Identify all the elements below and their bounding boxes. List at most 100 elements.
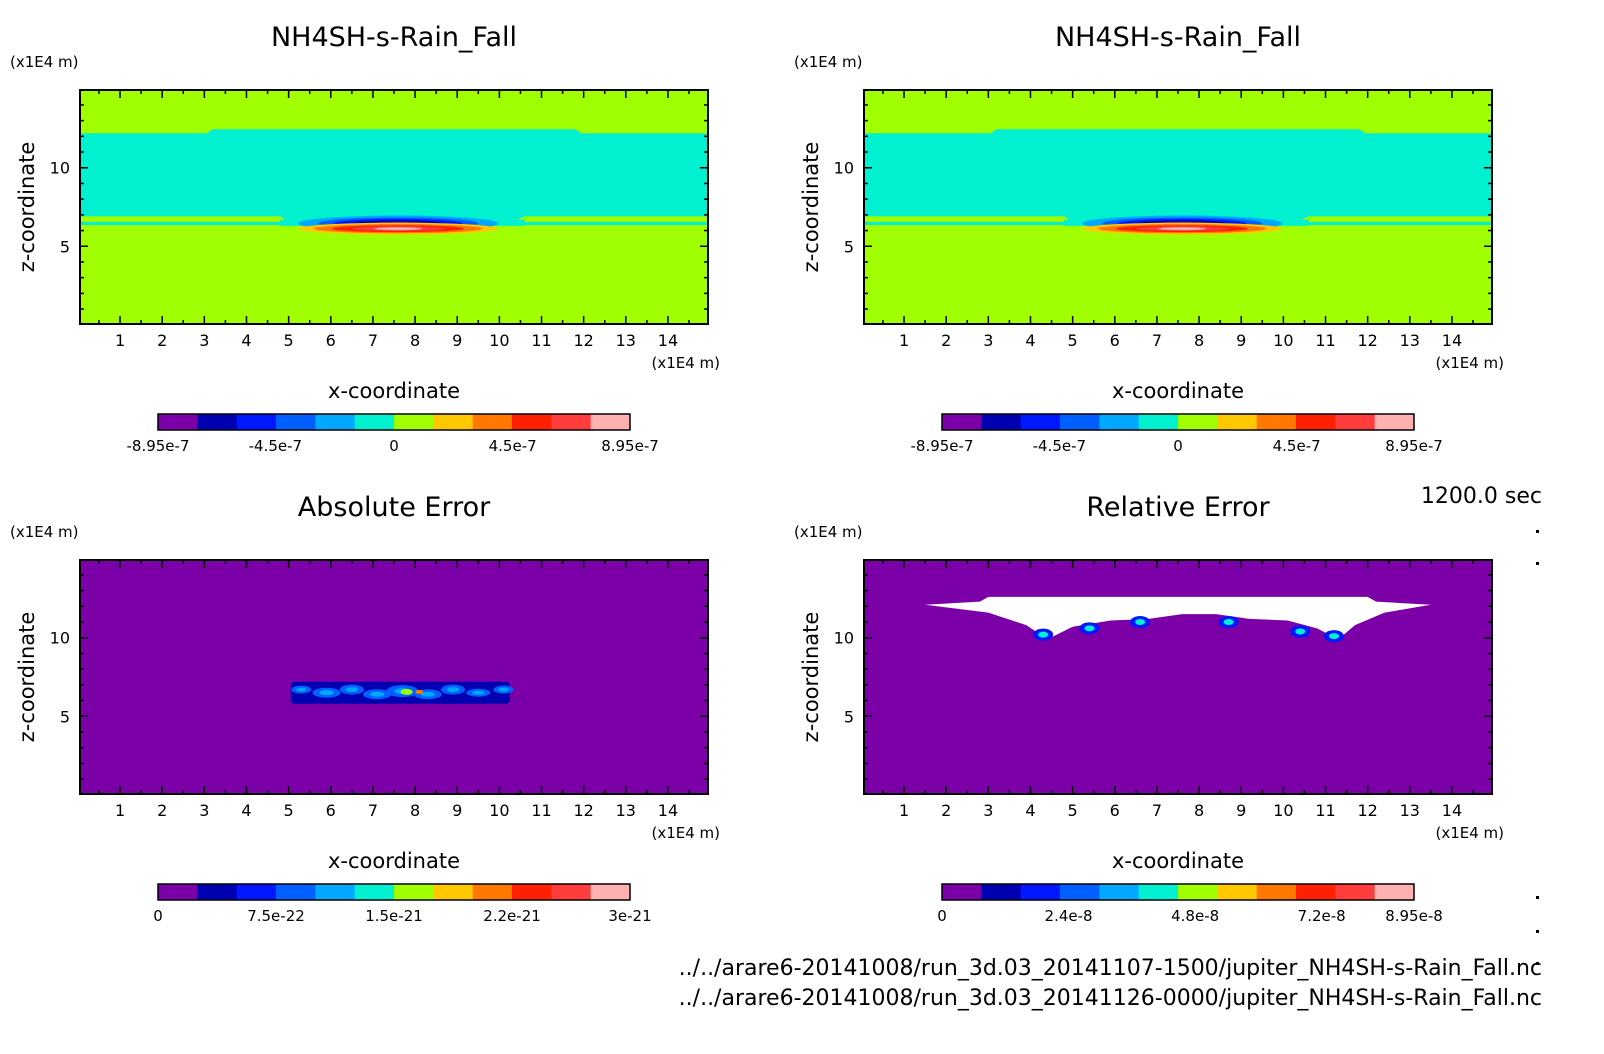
contour-positive-core [374, 227, 423, 231]
colorbar-swatch [1217, 414, 1258, 430]
plot-area [80, 560, 708, 794]
x-tick-label: 11 [1315, 331, 1335, 350]
x-tick-label: 8 [410, 331, 420, 350]
colorbar-swatch [394, 884, 434, 900]
x-tick-label: 13 [1400, 331, 1420, 350]
x-tick-label: 3 [983, 801, 993, 820]
colorbar-tick-label: 2.2e-21 [483, 907, 541, 925]
x-tick-label: 12 [573, 331, 593, 350]
colorbar-swatch [276, 884, 316, 900]
colorbar-swatch [315, 414, 356, 430]
x-tick-label: 6 [326, 331, 336, 350]
error-blob-core [498, 687, 509, 692]
colorbar-swatch [315, 884, 356, 900]
x-tick-label: 6 [1110, 801, 1120, 820]
y-tick-label: 5 [60, 237, 70, 256]
contour-level-band [80, 129, 708, 222]
x-tick-label: 13 [616, 801, 636, 820]
x-tick-label: 3 [199, 801, 209, 820]
x-tick-label: 9 [452, 801, 462, 820]
colorbar-frame [157, 883, 631, 901]
x-tick-label: 8 [410, 801, 420, 820]
y-unit-label: (x1E4 m) [794, 53, 863, 71]
file-path-2: ../../arare6-20141008/run_3d.03_20141126… [678, 986, 1542, 1011]
error-blob-core [472, 690, 485, 695]
colorbar-swatch [942, 884, 982, 900]
colorbar-swatch [512, 884, 552, 900]
x-tick-label: 8 [1194, 801, 1204, 820]
colorbar-swatch [1335, 414, 1376, 430]
marker-dot [1536, 896, 1539, 899]
contour-positive-core [1158, 227, 1207, 231]
colorbar-tick-label: -4.5e-7 [1033, 437, 1086, 455]
x-tick-label: 9 [1236, 331, 1246, 350]
colorbar-frame [157, 413, 631, 431]
time-label: 1200.0 sec [1420, 484, 1542, 509]
colorbar-swatch [433, 414, 474, 430]
colorbar-swatch [472, 414, 513, 430]
x-tick-label: 10 [489, 331, 509, 350]
x-tick-label: 12 [1357, 801, 1377, 820]
y-tick-label: 5 [60, 707, 70, 726]
contour-level-band [864, 129, 1492, 222]
error-blob-core [1223, 619, 1234, 626]
x-tick-label: 4 [241, 331, 251, 350]
colorbar-tick-label: 0 [937, 907, 947, 925]
x-tick-label: 1 [899, 331, 909, 350]
colorbar-tick-label: 7.5e-22 [247, 907, 305, 925]
y-tick-label: 10 [50, 159, 70, 178]
colorbar-swatch [590, 414, 631, 430]
colorbar-swatch [394, 414, 434, 430]
x-tick-label: 4 [1025, 331, 1035, 350]
colorbar-tick-label: 3e-21 [608, 907, 651, 925]
colorbar-swatch [942, 414, 982, 430]
x-tick-label: 5 [284, 331, 294, 350]
colorbar-swatch [1374, 414, 1415, 430]
x-tick-label: 1 [899, 801, 909, 820]
colorbar-swatch [1099, 884, 1140, 900]
colorbar-swatch [981, 414, 1022, 430]
x-unit-label: (x1E4 m) [651, 354, 720, 372]
x-tick-label: 6 [326, 801, 336, 820]
colorbar-swatch [1060, 414, 1100, 430]
panel-title: NH4SH-s-Rain_Fall [1055, 22, 1301, 53]
x-tick-label: 8 [1194, 331, 1204, 350]
x-tick-label: 7 [368, 331, 378, 350]
panel-title: Relative Error [1086, 492, 1270, 523]
colorbar-swatch [1296, 414, 1336, 430]
file-path-1: ../../arare6-20141008/run_3d.03_20141107… [678, 956, 1542, 981]
x-tick-label: 14 [658, 331, 678, 350]
marker-dot [1536, 530, 1539, 533]
x-tick-label: 5 [1068, 331, 1078, 350]
colorbar-swatch [236, 414, 277, 430]
colorbar-tick-label: 0 [153, 907, 163, 925]
marker-dot [1536, 562, 1539, 565]
x-tick-label: 14 [658, 801, 678, 820]
x-tick-label: 7 [368, 801, 378, 820]
colorbar-swatch [354, 414, 395, 430]
error-blob-core [1135, 619, 1146, 626]
y-tick-label: 5 [844, 707, 854, 726]
x-tick-label: 13 [1400, 801, 1420, 820]
error-blob-core [345, 687, 358, 693]
x-tick-label: 6 [1110, 331, 1120, 350]
x-tick-label: 5 [1068, 801, 1078, 820]
x-tick-label: 9 [1236, 801, 1246, 820]
colorbar-swatch [1217, 884, 1258, 900]
error-blob-core [1084, 625, 1095, 632]
colorbar-swatch [1335, 884, 1376, 900]
colorbar-swatch [1138, 414, 1179, 430]
x-tick-label: 1 [115, 331, 125, 350]
x-tick-label: 10 [489, 801, 509, 820]
y-axis-label: z-coordinate [799, 142, 823, 273]
y-axis-label: z-coordinate [15, 142, 39, 273]
colorbar-tick-label: 0 [1173, 437, 1183, 455]
colorbar-swatch [354, 884, 395, 900]
x-axis-label: x-coordinate [328, 849, 460, 873]
x-tick-label: 7 [1152, 331, 1162, 350]
error-peak [415, 689, 424, 694]
colorbar-tick-label: 4.8e-8 [1171, 907, 1219, 925]
colorbar-tick-label: 8.95e-7 [1385, 437, 1443, 455]
x-tick-label: 2 [941, 331, 951, 350]
colorbar-swatch [590, 884, 631, 900]
